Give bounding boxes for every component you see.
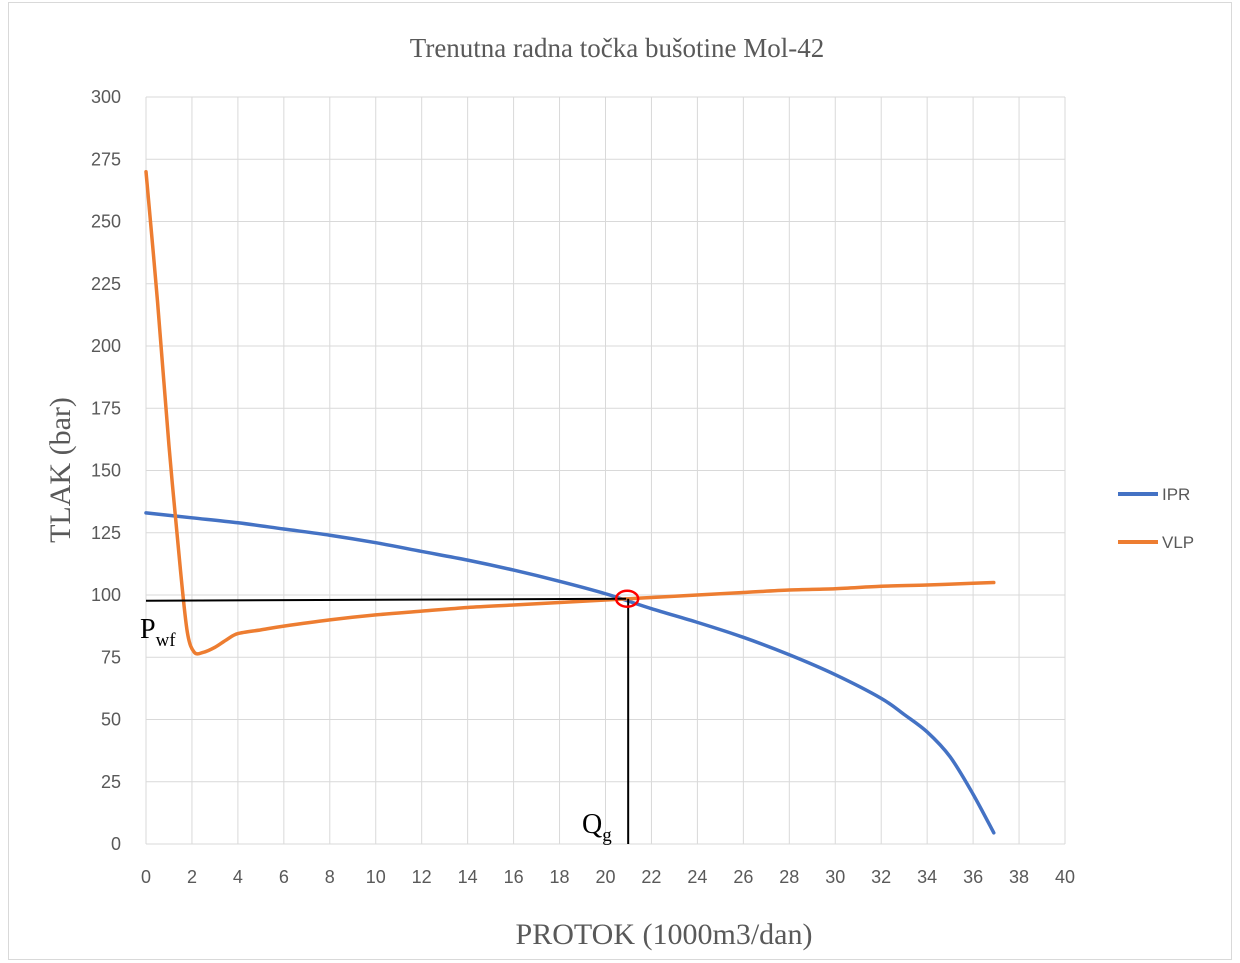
y-tick-label: 175 [91,398,121,418]
operating-point-marker [614,589,640,608]
legend-ipr-label: IPR [1162,485,1190,504]
qg-annotation: Qg [582,809,612,846]
x-tick-label: 30 [825,867,845,887]
y-tick-label: 225 [91,274,121,294]
x-tick-label: 6 [279,867,289,887]
x-tick-label: 12 [412,867,432,887]
x-tick-label: 32 [871,867,891,887]
x-tick-label: 22 [641,867,661,887]
x-tick-label: 34 [917,867,937,887]
x-tick-label: 16 [504,867,524,887]
y-tick-label: 100 [91,585,121,605]
svg-text:Pwf: Pwf [140,614,176,651]
legend-item-vlp: VLP [1118,533,1194,552]
y-tick-label: 125 [91,523,121,543]
x-tick-label: 36 [963,867,983,887]
x-axis-title: PROTOK (1000m3/dan) [516,918,813,951]
pwf-annotation: Pwf [140,614,176,651]
y-tick-label: 275 [91,149,121,169]
pwf-sub-text: wf [156,630,177,651]
x-tick-label: 2 [187,867,197,887]
x-tick-label: 10 [366,867,386,887]
x-tick-label: 24 [687,867,707,887]
chart-title: Trenutna radna točka bušotine Mol-42 [410,33,824,63]
x-tick-label: 28 [779,867,799,887]
y-tick-label: 50 [101,710,121,730]
series-line-ipr [144,511,996,835]
pwf-main-text: P [140,614,156,645]
y-tick-label: 25 [101,772,121,792]
x-tick-label: 14 [458,867,478,887]
y-axis-title: TLAK (bar) [44,397,77,543]
x-tick-label: 8 [325,867,335,887]
x-tick-label: 18 [550,867,570,887]
y-tick-label: 75 [101,647,121,667]
x-tick-label: 4 [233,867,243,887]
y-tick-label: 150 [91,461,121,481]
y-tick-label: 300 [91,87,121,107]
y-tick-label: 250 [91,212,121,232]
chart-frame [8,2,1232,960]
legend-vlp-label: VLP [1162,533,1194,552]
legend-item-ipr: IPR [1118,485,1190,504]
y-tick-label: 200 [91,336,121,356]
x-tick-label: 20 [595,867,615,887]
qg-main-text: Q [582,809,602,840]
series-line-vlp [144,169,996,656]
x-tick-label: 26 [733,867,753,887]
qg-sub-text: g [602,825,612,846]
y-tick-label: 0 [111,834,121,854]
svg-text:Qg: Qg [582,809,612,846]
pwf-guide-line [145,597,627,602]
legend: IPR VLP [1118,485,1194,552]
x-tick-label: 0 [141,867,151,887]
x-tick-label: 40 [1055,867,1075,887]
x-tick-label: 38 [1009,867,1029,887]
